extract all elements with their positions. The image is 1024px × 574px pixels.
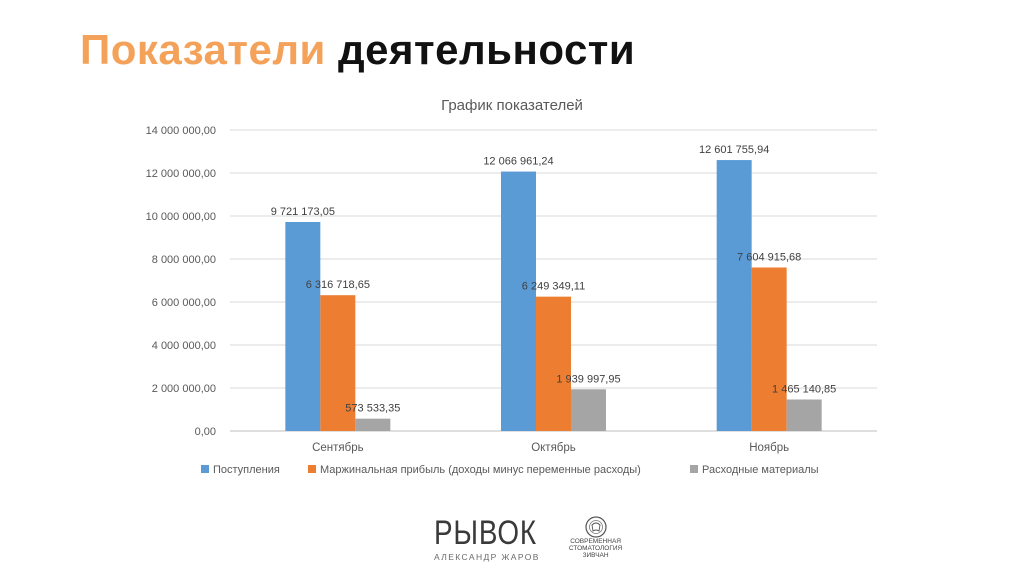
bar — [355, 418, 391, 431]
seal-emblem-icon — [584, 516, 607, 538]
x-tick-label: Сентябрь — [312, 442, 364, 454]
legend-entry: Расходные материалы — [702, 464, 819, 476]
legend-swatch — [201, 465, 209, 473]
bar — [751, 267, 787, 431]
y-tick-label: 10 000 000,00 — [146, 211, 216, 223]
bar — [320, 295, 356, 431]
slide-title-rest: деятельности — [338, 26, 636, 73]
chart-title: График показателей — [441, 97, 583, 114]
bar — [536, 296, 571, 431]
data-label: 7 604 915,68 — [737, 251, 801, 263]
data-label: 12 066 961,24 — [483, 156, 553, 168]
data-label: 6 316 718,65 — [306, 279, 370, 291]
seal-text: СОВРЕМЕННАЯ СТОМАТОЛОГИЯ ЗИВЧАН — [568, 538, 623, 559]
data-label: 573 533,35 — [345, 403, 400, 415]
data-label: 1 465 140,85 — [772, 383, 836, 395]
slide-title: Показатели деятельности — [80, 26, 635, 74]
bar — [501, 171, 536, 431]
legend-entry: Маржинальная прибыль (доходы минус перем… — [320, 464, 641, 476]
data-label: 6 249 349,11 — [522, 281, 585, 293]
x-tick-label: Октябрь — [531, 442, 576, 454]
data-label: 9 721 173,05 — [271, 206, 335, 218]
brand-name: РЫВОК — [434, 514, 537, 552]
bar — [716, 160, 752, 431]
legend-entry: Поступления — [213, 464, 280, 476]
bar — [571, 389, 606, 431]
y-tick-label: 0,00 — [195, 426, 216, 438]
legend-swatch — [308, 465, 316, 473]
legend-swatch — [690, 465, 698, 473]
y-tick-label: 8 000 000,00 — [152, 254, 216, 266]
x-tick-label: Ноябрь — [749, 442, 789, 454]
data-label: 1 939 997,95 — [556, 373, 620, 385]
footer-logo: РЫВОК АЛЕКСАНДР ЖАРОВ СОВРЕМЕННАЯ СТОМАТ… — [434, 516, 624, 562]
y-tick-label: 14 000 000,00 — [146, 125, 216, 137]
slide-title-accent: Показатели — [80, 26, 326, 73]
bar — [285, 221, 321, 431]
y-tick-label: 2 000 000,00 — [152, 383, 216, 395]
data-label: 12 601 755,94 — [699, 144, 769, 156]
y-tick-label: 12 000 000,00 — [146, 168, 216, 180]
bar — [786, 399, 822, 431]
brand-subtitle: АЛЕКСАНДР ЖАРОВ — [434, 552, 540, 562]
clinic-seal: СОВРЕМЕННАЯ СТОМАТОЛОГИЯ ЗИВЧАН — [568, 516, 624, 559]
y-tick-label: 4 000 000,00 — [152, 340, 216, 352]
y-tick-label: 6 000 000,00 — [152, 297, 216, 309]
